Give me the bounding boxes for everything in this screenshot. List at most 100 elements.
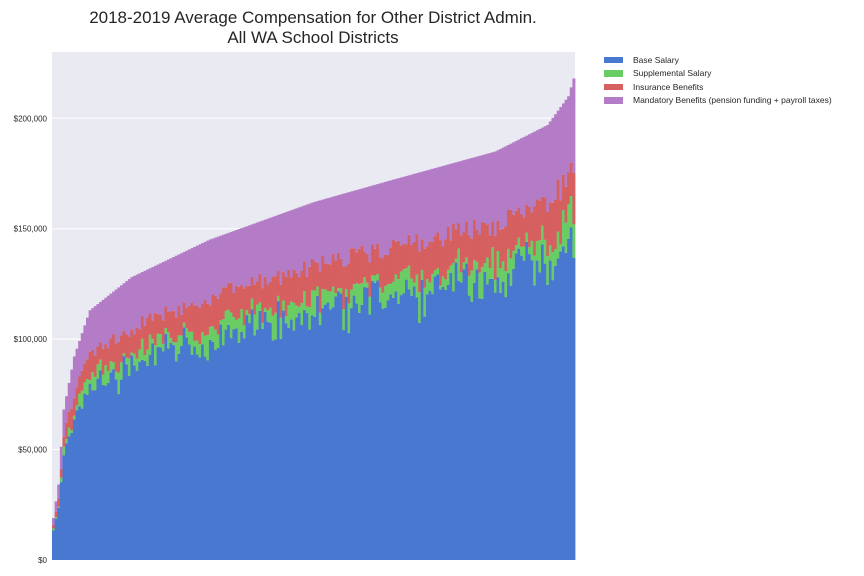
bar-segment-mandatory [125,281,129,335]
bar-segment-base [86,394,90,560]
bar-segment-insurance [208,305,212,327]
bar-segment-supplemental [237,318,241,343]
bar-segment-base [117,394,121,560]
bar-segment-mandatory [567,96,571,173]
bar-segment-insurance [329,264,333,292]
bar-segment-base [452,291,456,560]
bar-segment-mandatory [190,248,194,303]
bar-segment-base [337,291,341,560]
bar-segment-insurance [284,276,288,317]
bar-segment-base [153,365,158,560]
bar-segment-supplemental [326,291,330,303]
bar-segment-supplemental [522,246,526,261]
bar-segment-mandatory [227,232,231,284]
bar-segment-mandatory [436,167,440,233]
bar-segment-insurance [245,286,249,311]
bar-segment-insurance [326,263,330,292]
bar-segment-insurance [263,276,267,309]
bar-segment-base [198,357,202,560]
bar-segment-mandatory [211,238,215,295]
bar-segment-supplemental [310,290,314,316]
bar-segment-insurance [514,210,518,246]
bar-segment-mandatory [512,142,516,215]
bar-segment-insurance [114,343,118,372]
bar-segment-insurance [470,238,474,271]
bar-segment-base [527,254,531,560]
bar-segment-insurance [187,306,191,332]
bar-segment-base [245,315,249,560]
bar-segment-supplemental [554,249,558,266]
bar-segment-supplemental [229,312,233,339]
bar-segment-base [373,282,377,560]
bar-segment-supplemental [140,338,144,360]
bar-segment-mandatory [473,157,477,220]
bar-segment-insurance [522,217,526,247]
bar-segment-insurance [57,498,61,507]
bar-segment-base [473,282,477,560]
bar-segment-mandatory [289,210,293,278]
bar-segment-base [483,272,487,560]
bar-segment-base [418,322,422,560]
bar-segment-base [52,530,56,560]
bar-segment-insurance [135,327,139,359]
bar-segment-mandatory [402,176,406,244]
chart-title-line-2: All WA School Districts [227,28,399,47]
bar-segment-insurance [287,269,291,306]
bar-segment-supplemental [480,267,484,299]
bar-segment-base [255,329,259,560]
bar-segment-insurance [344,265,348,289]
bar-segment-supplemental [567,204,571,239]
bar-segment-supplemental [423,287,427,317]
bar-segment-mandatory [305,204,309,277]
bar-segment-mandatory [146,269,150,318]
bar-segment-mandatory [310,202,314,259]
legend-label-insurance-benefits: Insurance Benefits [633,81,704,92]
bar-segment-supplemental [368,296,372,315]
bar-segment-supplemental [117,372,121,395]
bar-segment-base [402,293,406,560]
bar-segment-base [297,313,301,560]
bar-segment-insurance [559,200,563,245]
bar-segment-base [127,375,131,560]
bar-segment-base [308,329,312,560]
bar-segment-supplemental [161,343,165,352]
bar-segment-insurance [75,387,79,406]
bar-segment-mandatory [548,121,552,203]
bar-segment-insurance [371,244,375,276]
bar-segment-supplemental [316,286,320,296]
bar-segment-base [93,390,97,560]
bar-segment-base [91,390,95,560]
bar-segment-insurance [572,173,576,225]
bar-segment-mandatory [255,222,259,282]
bar-segment-supplemental [263,308,267,312]
bar-segment-supplemental [514,245,518,254]
bar-segment-base [436,274,440,560]
bar-segment-insurance [556,179,560,232]
bar-segment-supplemental [279,317,283,339]
bar-segment-mandatory [206,240,210,304]
bar-segment-supplemental [504,270,508,298]
bar-segment-supplemental [227,309,231,325]
bar-segment-supplemental [93,376,97,391]
bar-segment-insurance [242,288,246,326]
bar-segment-base [232,329,236,560]
bar-segment-base [167,348,171,560]
bar-segment-supplemental [541,225,545,245]
bar-segment-mandatory [130,277,134,330]
bar-segment-base [177,353,181,560]
bar-segment-supplemental [112,362,116,370]
bar-segment-supplemental [180,335,184,347]
bar-segment-mandatory [507,144,511,210]
bar-segment-mandatory [297,207,301,278]
bar-segment-base [381,308,385,560]
bar-segment-supplemental [248,314,252,324]
bar-segment-base [556,258,560,560]
bar-segment-mandatory [467,158,471,236]
bar-segment-supplemental [371,275,375,281]
bar-segment-supplemental [548,245,552,261]
bar-segment-supplemental [561,210,565,247]
bar-segment-supplemental [52,528,56,531]
bar-segment-insurance [334,260,338,294]
bar-segment-supplemental [439,285,443,290]
